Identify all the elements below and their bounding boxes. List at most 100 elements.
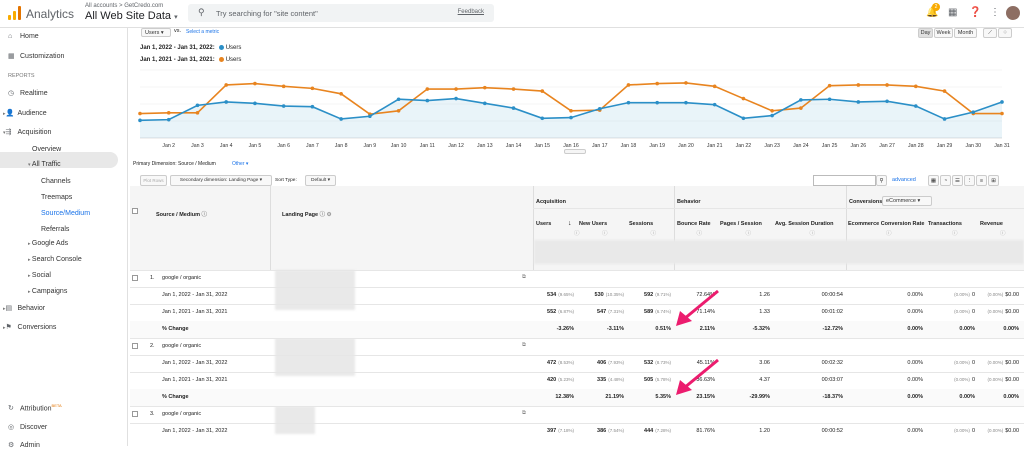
day-button[interactable]: Day xyxy=(918,28,933,38)
select-all-checkbox[interactable] xyxy=(132,208,138,214)
table-filter-input[interactable] xyxy=(813,175,876,186)
expand-arrow-icon: ▸ xyxy=(28,273,32,279)
sidebar-item-attribution[interactable]: ↻ AttributionBETA xyxy=(8,403,62,412)
sidebar-item-search-console[interactable]: ▸ Search Console xyxy=(28,256,82,263)
row-checkbox[interactable] xyxy=(132,411,138,417)
analytics-logo-icon[interactable] xyxy=(8,6,22,20)
sessions-header[interactable]: Sessions xyxy=(629,221,654,227)
week-button[interactable]: Week xyxy=(934,28,953,38)
sidebar-item-google-ads[interactable]: ▸ Google Ads xyxy=(28,240,68,247)
external-link-icon[interactable]: ⧉ xyxy=(522,342,526,348)
x-tick-label: Jan 5 xyxy=(249,143,262,149)
more-vert-icon[interactable]: ⋮ xyxy=(990,7,1000,18)
sidebar-item-source-medium[interactable]: Source/Medium xyxy=(41,210,91,217)
sessions-cell: 5.35% xyxy=(627,394,671,400)
comparison-view-icon[interactable]: ⫶ xyxy=(964,175,975,186)
other-dimension-link[interactable]: Other ▾ xyxy=(232,161,248,167)
external-link-icon[interactable]: ⧉ xyxy=(522,274,526,280)
feedback-link[interactable]: Feedback xyxy=(457,9,484,15)
sidebar-item-campaigns[interactable]: ▸ Campaigns xyxy=(28,288,67,295)
new-users-cell: 547 (7.31%) xyxy=(577,309,624,315)
revenue-header[interactable]: Revenue xyxy=(980,221,1003,227)
landing-page-header[interactable]: Landing Page ⓘ ⚙ xyxy=(282,210,332,218)
avatar[interactable] xyxy=(1006,6,1020,20)
transactions-header[interactable]: Transactions xyxy=(928,221,962,227)
sidebar-item-social[interactable]: ▸ Social xyxy=(28,272,51,279)
select-metric-link[interactable]: Select a metric xyxy=(186,29,220,35)
sidebar-item-treemaps[interactable]: Treemaps xyxy=(41,194,73,201)
cell-value: 1.20 xyxy=(759,428,770,434)
pivot-view-icon[interactable]: ⊞ xyxy=(988,175,999,186)
advanced-filter-link[interactable]: advanced xyxy=(892,177,916,183)
help-icon[interactable]: ❓ xyxy=(969,7,982,18)
bounce-rate-header[interactable]: Bounce Rate xyxy=(677,221,711,227)
source-medium-header[interactable]: Source / Medium ⓘ xyxy=(156,210,207,218)
data-point xyxy=(483,85,487,90)
conversion-type-select[interactable]: eCommerce ▾ xyxy=(882,196,932,206)
sidebar-item-all-traffic[interactable]: ▾ All Traffic xyxy=(28,161,61,168)
bounce-rate-cell: 36.63% xyxy=(675,377,715,383)
search-box[interactable]: ⚲ Try searching for "site content" Feedb… xyxy=(188,4,494,22)
performance-view-icon[interactable]: ☰ xyxy=(952,175,963,186)
line-chart-icon[interactable]: ⟋ xyxy=(983,28,997,38)
sort-desc-icon[interactable]: ↓ xyxy=(568,220,572,227)
plot-rows-button[interactable]: Plot Rows xyxy=(140,175,167,186)
sidebar-item-acquisition[interactable]: ▾⇶ Acquisition xyxy=(3,128,51,136)
pie-view-icon[interactable]: ◔ xyxy=(940,175,951,186)
app-name[interactable]: Analytics xyxy=(26,7,75,21)
data-point xyxy=(971,110,976,114)
motion-chart-icon[interactable]: ⁘ xyxy=(998,28,1012,38)
source-medium-link[interactable]: google / organic xyxy=(162,343,202,349)
cell-value: -29.99% xyxy=(749,394,771,400)
source-medium-link[interactable]: google / organic xyxy=(162,275,202,281)
cell-value: 36.63% xyxy=(696,377,715,383)
reports-header: REPORTS xyxy=(8,73,35,79)
month-button[interactable]: Month xyxy=(954,28,977,38)
sidebar-item-audience[interactable]: ▸👤 Audience xyxy=(3,109,47,117)
help-icon: ⓘ xyxy=(1000,231,1006,237)
sort-type-select[interactable]: Default ▾ xyxy=(305,175,336,186)
new-users-header[interactable]: New Users xyxy=(579,221,608,227)
ecommerce-conversion-rate-header[interactable]: Ecommerce Conversion Rate xyxy=(848,221,925,227)
sidebar-item-discover[interactable]: ◎ Discover xyxy=(8,423,47,431)
sidebar-item-behavior[interactable]: ▸▤ Behavior xyxy=(3,304,45,312)
help-icon: ⓘ xyxy=(745,231,752,237)
term-cloud-view-icon[interactable]: ≡ xyxy=(976,175,987,186)
external-link-icon[interactable]: ⧉ xyxy=(522,410,526,416)
data-point xyxy=(770,109,774,113)
notifications-icon[interactable]: 🔔 xyxy=(926,7,939,18)
sidebar-item-customization[interactable]: ▦ Customization xyxy=(8,52,64,60)
users-header[interactable]: Users xyxy=(536,221,552,227)
sidebar-item-home[interactable]: ⌂ Home xyxy=(8,33,39,40)
transactions-cell: 0.00% xyxy=(926,326,975,332)
avg-session-duration-header[interactable]: Avg. Session Duration xyxy=(775,221,834,227)
sidebar-item-admin[interactable]: ⚙ Admin xyxy=(8,441,40,449)
table-group-row: 1. google / organic ⧉ xyxy=(130,270,1024,287)
sidebar-item-conversions[interactable]: ▸⚑ Conversions xyxy=(3,323,56,331)
pages-per-session-header[interactable]: Pages / Session xyxy=(720,221,762,227)
search-icon[interactable]: ⚲ xyxy=(876,175,887,186)
data-point xyxy=(712,84,717,89)
sidebar-item-channels[interactable]: Channels xyxy=(41,178,71,185)
cell-percent: (0.00%) xyxy=(954,377,970,382)
collapse-arrow-icon: ▾ xyxy=(28,162,32,168)
legend-dot xyxy=(218,57,224,62)
sidebar-item-realtime[interactable]: ◷ Realtime xyxy=(8,89,48,97)
sidebar-item-referrals[interactable]: Referrals xyxy=(41,226,70,233)
apps-grid-icon[interactable]: ▦ xyxy=(948,7,958,18)
data-point xyxy=(827,83,832,88)
chart-resize-handle[interactable] xyxy=(564,149,586,154)
account-breadcrumb[interactable]: All accounts > GetCredo.com xyxy=(85,3,164,9)
row-checkbox[interactable] xyxy=(132,343,138,349)
data-table-view-icon[interactable]: ▦ xyxy=(928,175,939,186)
source-medium-link[interactable]: google / organic xyxy=(162,411,202,417)
x-tick-label: Jan 29 xyxy=(937,143,953,149)
metric-select[interactable]: Users ▾ xyxy=(141,28,171,37)
x-tick-label: Jan 11 xyxy=(420,143,435,149)
account-view-selector[interactable]: All Web Site Data ▾ xyxy=(85,10,178,22)
secondary-dimension-select[interactable]: Secondary dimension: Landing Page ▾ xyxy=(170,175,272,186)
data-point xyxy=(281,84,286,89)
cell-value: 0.00% xyxy=(907,360,923,366)
row-checkbox[interactable] xyxy=(132,275,138,281)
sidebar-item-overview[interactable]: Overview xyxy=(32,146,62,153)
